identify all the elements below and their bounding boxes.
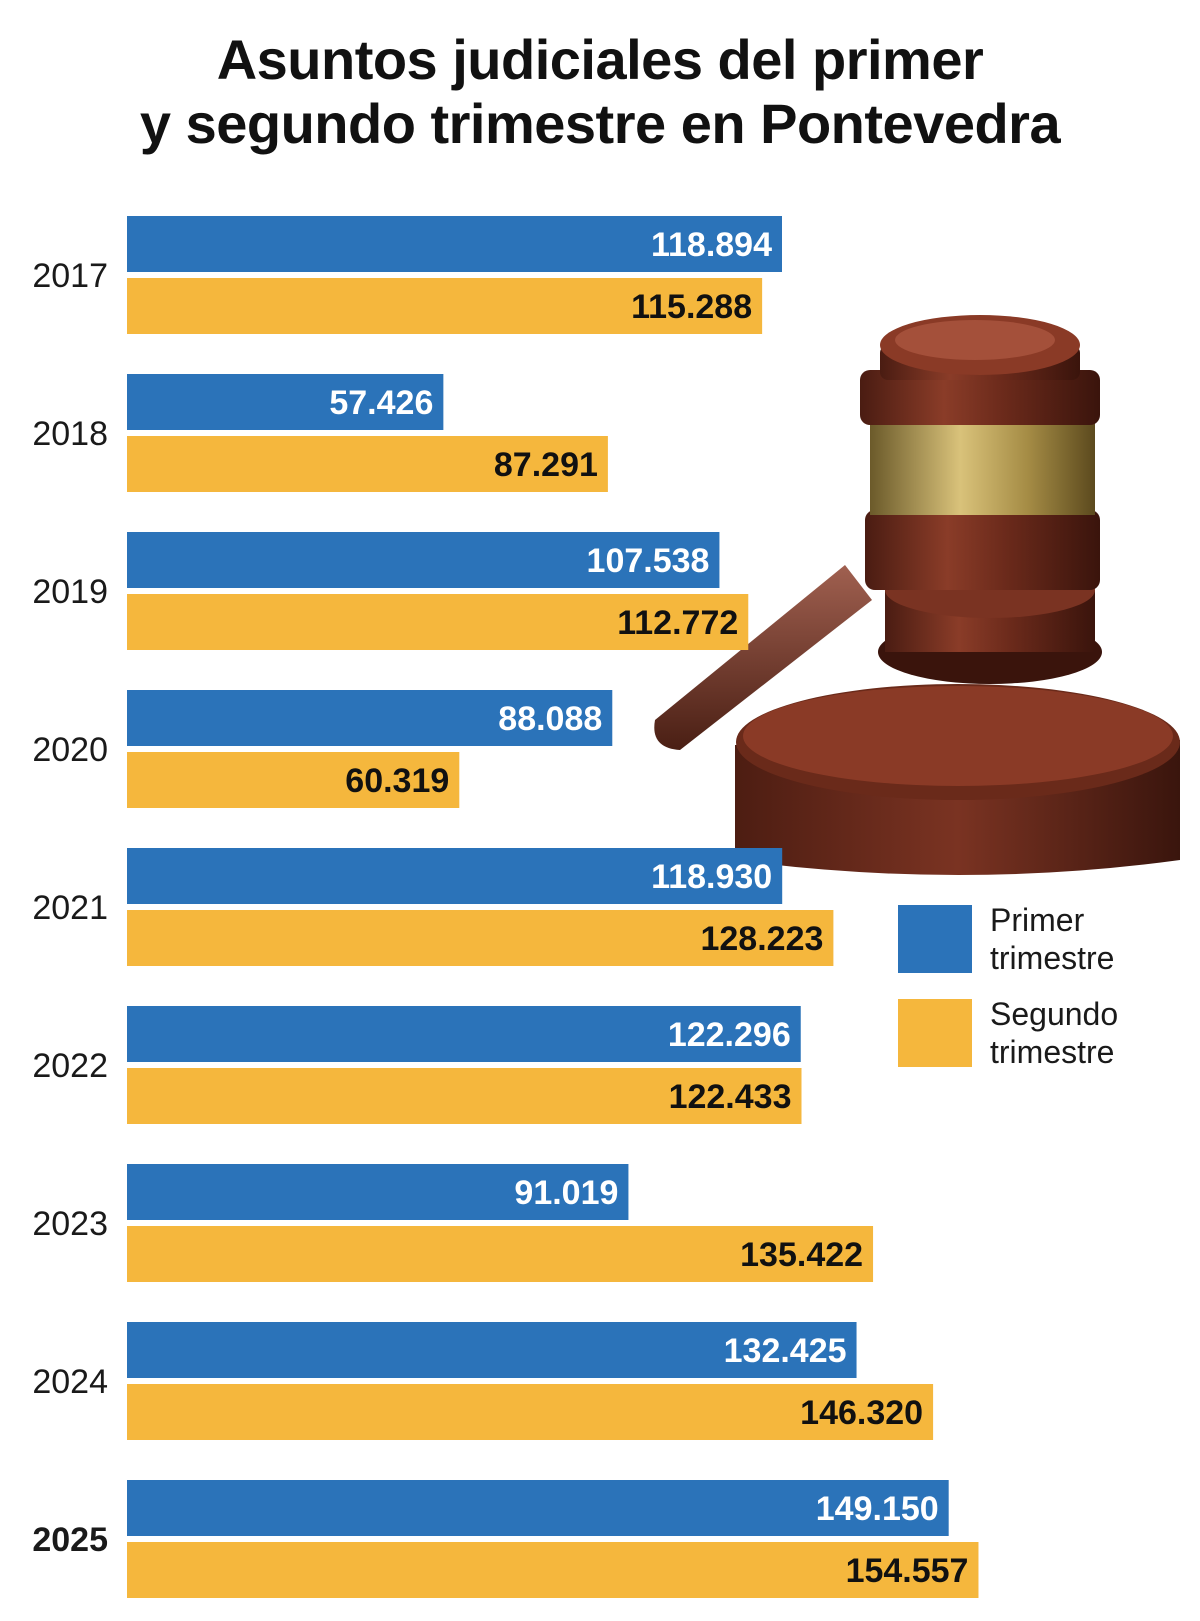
legend-label-segundo-line2: trimestre xyxy=(990,1034,1115,1070)
bar-segundo-2025 xyxy=(127,1542,979,1598)
bar-primer-2022 xyxy=(127,1006,801,1062)
legend-swatch-segundo xyxy=(898,999,972,1067)
bar-segundo-2024 xyxy=(127,1384,934,1440)
bar-primer-2020 xyxy=(127,690,613,746)
data-label-segundo-2017: 115.288 xyxy=(631,288,752,326)
legend-swatch-primer xyxy=(898,905,972,973)
y-tick-label-2019: 2019 xyxy=(32,573,108,611)
bar-primer-2018 xyxy=(127,374,444,430)
legend: Primer trimestre Segundo trimestre xyxy=(898,902,1150,1093)
data-label-primer-2018: 57.426 xyxy=(329,384,433,422)
gavel-illustration xyxy=(654,315,1180,875)
bar-primer-2019 xyxy=(127,532,720,588)
data-label-primer-2025: 149.150 xyxy=(816,1490,939,1528)
data-label-segundo-2022: 122.433 xyxy=(669,1078,792,1116)
y-tick-label-2018: 2018 xyxy=(32,415,108,453)
bar-primer-2021 xyxy=(127,848,783,904)
bar-segundo-2018 xyxy=(127,436,608,492)
y-tick-label-2022: 2022 xyxy=(32,1047,108,1085)
bar-primer-2017 xyxy=(127,216,782,272)
legend-item-segundo: Segundo trimestre xyxy=(898,996,1150,1071)
data-label-primer-2017: 118.894 xyxy=(651,226,772,264)
data-label-segundo-2024: 146.320 xyxy=(800,1394,923,1432)
title-line-1: Asuntos judiciales del primer xyxy=(216,28,984,91)
data-label-primer-2020: 88.088 xyxy=(498,700,602,738)
legend-label-primer-line2: trimestre xyxy=(990,940,1115,976)
chart-title: Asuntos judiciales del primer y segundo … xyxy=(0,28,1200,156)
y-tick-label-2021: 2021 xyxy=(32,889,108,927)
bar-primer-2025 xyxy=(127,1480,949,1536)
legend-item-primer: Primer trimestre xyxy=(898,902,1150,977)
data-label-primer-2022: 122.296 xyxy=(668,1016,791,1054)
y-tick-label-2017: 2017 xyxy=(32,257,108,295)
y-tick-label-2025: 2025 xyxy=(32,1521,108,1559)
bar-primer-2023 xyxy=(127,1164,629,1220)
data-label-primer-2023: 91.019 xyxy=(514,1174,618,1212)
bar-segundo-2021 xyxy=(127,910,834,966)
legend-label-primer: Primer trimestre xyxy=(990,901,1150,977)
bars-layer: 2017 118.894 115.288 2018 57.426 87.291 2019 10… xyxy=(32,216,979,1598)
bar-segundo-2017 xyxy=(127,278,763,334)
data-label-segundo-2020: 60.319 xyxy=(345,762,449,800)
y-tick-label-2020: 2020 xyxy=(32,731,108,769)
data-label-segundo-2023: 135.422 xyxy=(740,1236,863,1274)
data-label-segundo-2018: 87.291 xyxy=(494,446,598,484)
y-tick-label-2024: 2024 xyxy=(32,1363,108,1401)
legend-label-segundo: Segundo trimestre xyxy=(990,995,1150,1071)
data-label-primer-2024: 132.425 xyxy=(724,1332,847,1370)
data-label-segundo-2021: 128.223 xyxy=(700,920,823,958)
data-label-primer-2019: 107.538 xyxy=(587,542,710,580)
data-label-segundo-2019: 112.772 xyxy=(617,604,738,642)
data-label-segundo-2025: 154.557 xyxy=(846,1552,969,1590)
legend-label-primer-line1: Primer xyxy=(990,902,1085,938)
bar-segundo-2022 xyxy=(127,1068,802,1124)
legend-label-segundo-line1: Segundo xyxy=(990,996,1119,1032)
data-label-primer-2021: 118.930 xyxy=(651,858,772,896)
bar-segundo-2019 xyxy=(127,594,749,650)
title-line-2: y segundo trimestre en Pontevedra xyxy=(139,92,1061,155)
bar-primer-2024 xyxy=(127,1322,857,1378)
bar-segundo-2023 xyxy=(127,1226,874,1282)
y-tick-label-2023: 2023 xyxy=(32,1205,108,1243)
bar-segundo-2020 xyxy=(127,752,460,808)
